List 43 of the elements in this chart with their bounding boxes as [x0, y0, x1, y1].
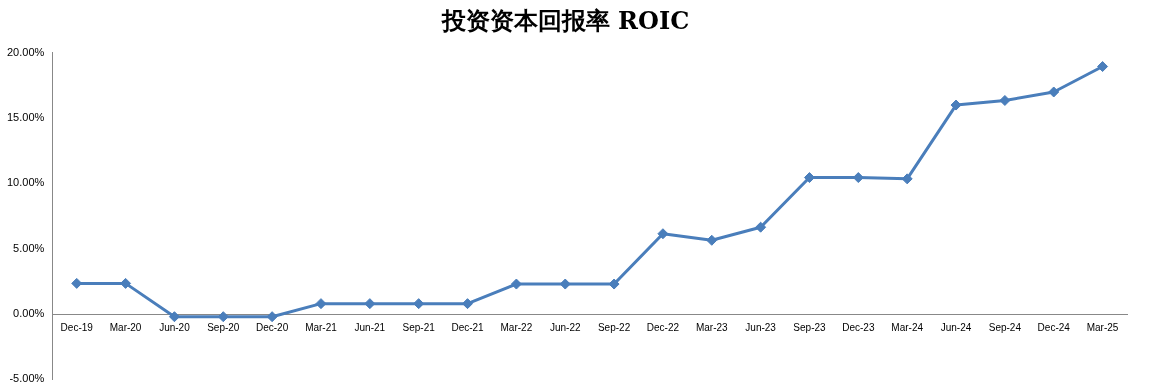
x-tick-label: Dec-22: [646, 321, 680, 333]
x-tick-label: Sep-22: [597, 321, 631, 333]
point: [315, 298, 327, 310]
x-tick-label: Dec-20: [256, 321, 289, 333]
x-tick-label: Sep-24: [988, 321, 1022, 333]
chart-title: 投资资本回报率 ROIC: [440, 5, 690, 35]
y-tick-label: 20.00%: [7, 45, 45, 58]
x-tick-label: Mar-25: [1086, 321, 1119, 333]
x-tick-label: Mar-23: [695, 321, 729, 333]
x-tick-label: Jun-23: [745, 321, 777, 333]
y-tick-label: 0.00%: [13, 307, 45, 320]
point: [657, 228, 669, 240]
y-tick-label: -5.00%: [9, 372, 45, 385]
x-tick-label: Jun-24: [940, 321, 972, 333]
y-tick-label: 10.00%: [7, 176, 45, 189]
point: [950, 99, 962, 111]
point: [755, 221, 767, 233]
x-tick-label: Mar-21: [305, 321, 338, 333]
point: [1097, 61, 1109, 73]
point: [266, 311, 278, 323]
x-tick-label: Dec-23: [842, 321, 875, 333]
x-tick-label: Dec-19: [60, 321, 94, 333]
x-tick-label: Mar-24: [891, 321, 924, 333]
point: [462, 298, 474, 310]
point: [364, 298, 376, 310]
point: [999, 94, 1011, 106]
x-tick-label: Jun-21: [354, 321, 386, 333]
point: [168, 311, 180, 323]
point: [1048, 86, 1060, 98]
y-tick-label: 5.00%: [13, 241, 45, 254]
x-tick-label: Sep-21: [402, 321, 436, 333]
x-tick-label: Mar-22: [500, 321, 533, 333]
point: [706, 234, 718, 246]
point: [510, 278, 522, 290]
y-tick-label: 15.00%: [7, 111, 45, 124]
x-tick-label: Jun-20: [159, 321, 191, 333]
point: [120, 277, 132, 289]
x-tick-label: Sep-23: [793, 321, 827, 333]
x-tick-label: Mar-20: [109, 321, 142, 333]
x-tick-label: Jun-22: [549, 321, 581, 333]
x-tick-label: Dec-24: [1037, 321, 1071, 333]
x-tick-label: Sep-20: [207, 321, 240, 333]
x-tick-label: Dec-21: [451, 321, 485, 333]
